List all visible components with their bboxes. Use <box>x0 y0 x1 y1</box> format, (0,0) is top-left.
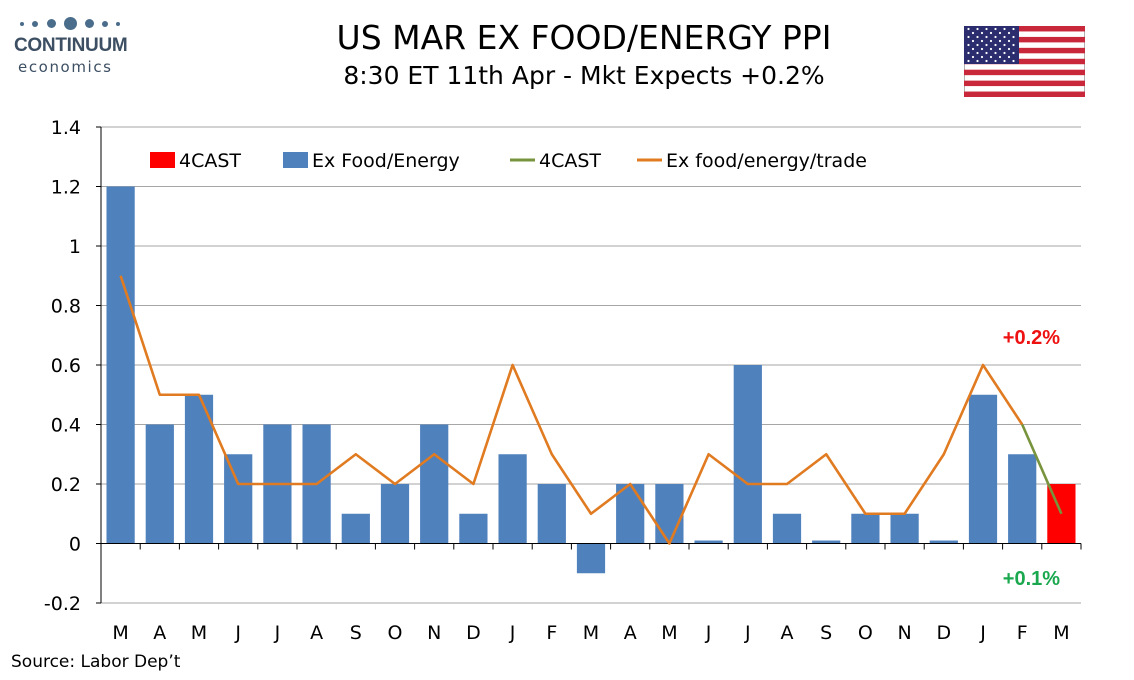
x-tick-label: M <box>112 622 128 644</box>
bar-ex-food-energy <box>812 540 841 544</box>
bar-ex-food-energy <box>1008 454 1037 544</box>
bar-ex-food-energy <box>106 186 135 544</box>
y-tick-label: 0.4 <box>51 415 81 437</box>
bar-ex-food-energy <box>459 513 488 544</box>
x-tick-label: A <box>153 622 166 644</box>
bar-ex-food-energy <box>733 365 762 544</box>
x-tick-label: F <box>1017 622 1028 644</box>
y-tick-label: 1.4 <box>51 117 81 139</box>
x-tick-label: S <box>820 622 832 644</box>
x-tick-label: J <box>705 622 712 644</box>
us-flag-icon <box>964 26 1085 97</box>
x-tick-label: M <box>191 622 207 644</box>
y-tick-label: 0 <box>69 534 81 556</box>
bar-ex-food-energy <box>576 543 606 574</box>
axis-labels: -0.2 0 0.2 0.4 0.6 0.8 1 1.2 1.4 M A M J J A S O N D J F M A M J… <box>44 117 1070 644</box>
x-tick-label: A <box>310 622 323 644</box>
y-tick-label: -0.2 <box>44 593 81 615</box>
bar-ex-food-energy <box>145 424 174 544</box>
x-tick-label: S <box>350 622 362 644</box>
bar-ex-food-energy <box>655 484 684 544</box>
continuum-logo: CONTINUUM economics <box>14 12 144 82</box>
bar-ex-food-energy <box>420 424 449 544</box>
legend-item-ex-food-energy-trade: Ex food/energy/trade <box>666 150 867 172</box>
x-tick-label: N <box>427 622 441 644</box>
annotation-label: +0.2% <box>1003 327 1060 349</box>
gridlines <box>101 126 1081 604</box>
x-tick-label: F <box>546 622 557 644</box>
legend-item-4cast-bar: 4CAST <box>179 150 241 172</box>
x-tick-label: M <box>583 622 599 644</box>
line-4cast <box>1021 423 1063 515</box>
legend: 4CAST Ex Food/Energy 4CAST Ex food/energy/t… <box>150 150 867 172</box>
y-tick-label: 1 <box>69 236 81 258</box>
bar-ex-food-energy <box>694 540 723 544</box>
y-tick-label: 0.6 <box>51 355 81 377</box>
x-tick-label: O <box>388 622 403 644</box>
bar-ex-food-energy <box>224 454 253 544</box>
source-note: Source: Labor Dep’t <box>11 652 181 672</box>
bar-ex-food-energy <box>341 513 370 544</box>
x-tick-label: J <box>234 622 241 644</box>
x-tick-label: D <box>466 622 481 644</box>
x-tick-label: A <box>624 622 637 644</box>
chart-subtitle: 8:30 ET 11th Apr - Mkt Expects +0.2% <box>343 61 825 90</box>
bar-ex-food-energy <box>537 484 566 544</box>
bar-ex-food-energy <box>968 394 998 544</box>
x-tick-label: D <box>936 622 951 644</box>
annotation-label: +0.1% <box>1003 568 1060 590</box>
bar-ex-food-energy <box>851 513 880 544</box>
bar-ex-food-energy <box>498 454 527 544</box>
annotations: +0.2% +0.1% <box>1003 327 1060 590</box>
logo-name: CONTINUUM <box>14 35 128 56</box>
x-tick-label: J <box>979 622 986 644</box>
y-tick-label: 0.2 <box>51 474 81 496</box>
x-tick-label: A <box>781 622 794 644</box>
y-tick-label: 1.2 <box>51 177 81 199</box>
bar-ex-food-energy <box>890 513 919 544</box>
legend-item-4cast-line: 4CAST <box>539 150 601 172</box>
x-tick-label: J <box>274 622 281 644</box>
x-tick-label: M <box>1053 622 1069 644</box>
line-ex-food-energy-trade <box>119 275 1024 545</box>
legend-item-ex-food-energy-swatch <box>283 152 308 168</box>
y-tick-label: 0.8 <box>51 296 81 318</box>
x-tick-label: O <box>858 622 873 644</box>
bar-ex-food-energy <box>929 540 958 544</box>
bar-ex-food-energy <box>772 513 802 544</box>
lines <box>119 275 1063 545</box>
logo-tagline: economics <box>18 58 113 76</box>
axes <box>96 126 1082 604</box>
legend-item-ex-food-energy: Ex Food/Energy <box>312 150 460 172</box>
x-tick-label: M <box>661 622 677 644</box>
x-tick-label: N <box>897 622 911 644</box>
chart-title: US MAR EX FOOD/ENERGY PPI <box>336 18 832 57</box>
bar-ex-food-energy <box>380 484 410 544</box>
bars <box>106 186 1076 574</box>
x-tick-label: J <box>509 622 516 644</box>
legend-item-4cast-bar-swatch <box>150 152 175 168</box>
bar-ex-food-energy <box>616 484 645 544</box>
x-tick-label: J <box>744 622 751 644</box>
bar-ex-food-energy <box>184 394 214 544</box>
